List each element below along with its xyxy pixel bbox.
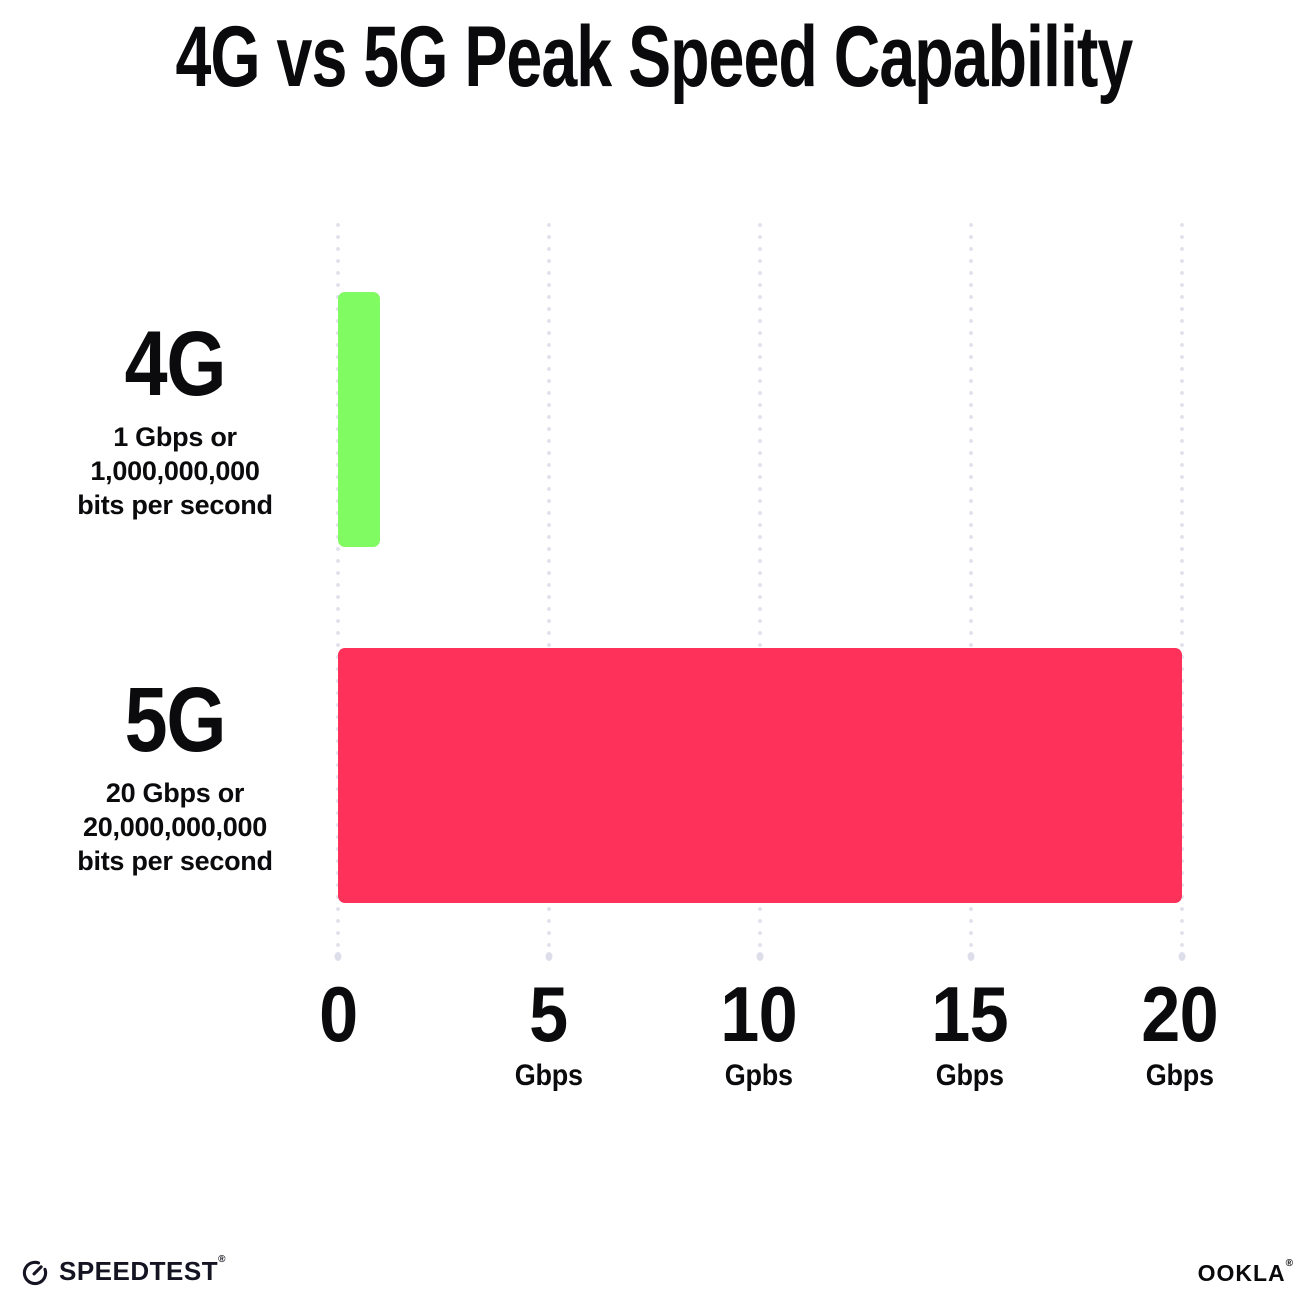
ookla-wordmark: OOKLA [1197, 1260, 1286, 1286]
category-desc-5g-line2: 20,000,000,000 [83, 811, 267, 842]
gridline-5 [547, 223, 551, 955]
x-tick-10-unit: Gpbs [725, 1059, 793, 1092]
x-tick-5-unit: Gbps [514, 1059, 583, 1092]
plot-area [336, 223, 1184, 955]
speedtest-wordmark: SPEEDTEST® [59, 1254, 226, 1286]
bar-4g [338, 292, 381, 547]
x-tick-10-value: 10 [720, 970, 798, 1058]
x-tick-0-value: 0 [318, 970, 358, 1058]
x-tick-20-unit: Gbps [1146, 1059, 1214, 1092]
x-tick-5-value: 5 [529, 970, 568, 1058]
ookla-trademark: ® [1285, 1258, 1294, 1269]
category-desc-5g-line3: bits per second [77, 845, 273, 876]
gridline-10 [758, 223, 762, 955]
ookla-logo: OOKLA® [1197, 1258, 1294, 1287]
speedtest-logo: SPEEDTEST® [20, 1254, 226, 1287]
chart-title-text: 4G vs 5G Peak Speed Capability [175, 9, 1134, 105]
bar-5g [338, 648, 1182, 903]
category-name-5g: 5G [124, 668, 227, 771]
gridline-15 [969, 223, 973, 955]
x-tick-20-value: 20 [1141, 970, 1219, 1058]
x-tick-15-unit: Gbps [935, 1059, 1004, 1092]
gridline-20 [1180, 223, 1184, 955]
x-tick-15-value: 15 [931, 970, 1008, 1058]
category-desc-4g-line3: bits per second [77, 489, 273, 520]
speedometer-gauge-icon [22, 1260, 48, 1285]
category-desc-5g-line1: 20 Gbps or [105, 777, 245, 808]
category-label-4g: 4G 1 Gbps or 1,000,000,000 bits per seco… [30, 292, 320, 547]
chart-title: 4G vs 5G Peak Speed Capability [0, 9, 1308, 105]
category-label-5g: 5G 20 Gbps or 20,000,000,000 bits per se… [30, 648, 320, 903]
category-name-4g: 4G [124, 312, 227, 415]
category-desc-4g-line2: 1,000,000,000 [90, 455, 260, 486]
category-desc-4g-line1: 1 Gbps or [113, 421, 237, 452]
gridline-0 [336, 223, 340, 955]
speedtest-trademark: ® [218, 1254, 226, 1265]
